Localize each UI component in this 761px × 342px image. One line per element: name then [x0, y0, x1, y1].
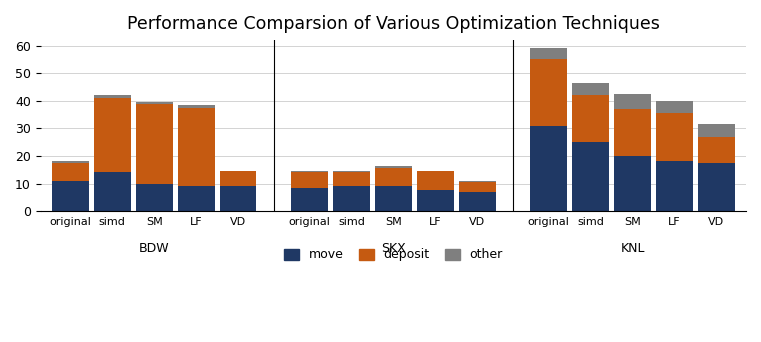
- Bar: [614, 109, 651, 156]
- Bar: [530, 126, 567, 211]
- Bar: [459, 182, 495, 192]
- Bar: [530, 48, 567, 60]
- Bar: [417, 171, 454, 190]
- Bar: [698, 124, 735, 137]
- Bar: [94, 172, 131, 211]
- Bar: [94, 98, 131, 172]
- Legend: move, deposit, other: move, deposit, other: [279, 244, 508, 266]
- Bar: [135, 102, 173, 104]
- Bar: [572, 83, 609, 95]
- Bar: [219, 171, 256, 186]
- Bar: [375, 168, 412, 186]
- Bar: [135, 104, 173, 184]
- Bar: [459, 181, 495, 182]
- Text: BDW: BDW: [139, 242, 170, 255]
- Bar: [333, 171, 370, 172]
- Bar: [52, 161, 89, 163]
- Bar: [656, 101, 693, 113]
- Bar: [572, 95, 609, 142]
- Bar: [417, 190, 454, 211]
- Bar: [656, 113, 693, 161]
- Bar: [291, 172, 328, 188]
- Bar: [291, 171, 328, 172]
- Bar: [459, 192, 495, 211]
- Text: SKX: SKX: [381, 242, 406, 255]
- Bar: [614, 156, 651, 211]
- Bar: [177, 186, 215, 211]
- Bar: [52, 181, 89, 211]
- Bar: [572, 142, 609, 211]
- Bar: [698, 163, 735, 211]
- Bar: [614, 94, 651, 109]
- Bar: [219, 186, 256, 211]
- Bar: [656, 161, 693, 211]
- Bar: [530, 60, 567, 126]
- Title: Performance Comparsion of Various Optimization Techniques: Performance Comparsion of Various Optimi…: [127, 15, 660, 33]
- Bar: [52, 163, 89, 181]
- Bar: [135, 184, 173, 211]
- Bar: [375, 166, 412, 168]
- Bar: [94, 95, 131, 98]
- Bar: [177, 108, 215, 186]
- Bar: [291, 188, 328, 211]
- Bar: [333, 172, 370, 186]
- Text: KNL: KNL: [620, 242, 645, 255]
- Bar: [375, 186, 412, 211]
- Bar: [333, 186, 370, 211]
- Bar: [177, 105, 215, 108]
- Bar: [698, 137, 735, 163]
